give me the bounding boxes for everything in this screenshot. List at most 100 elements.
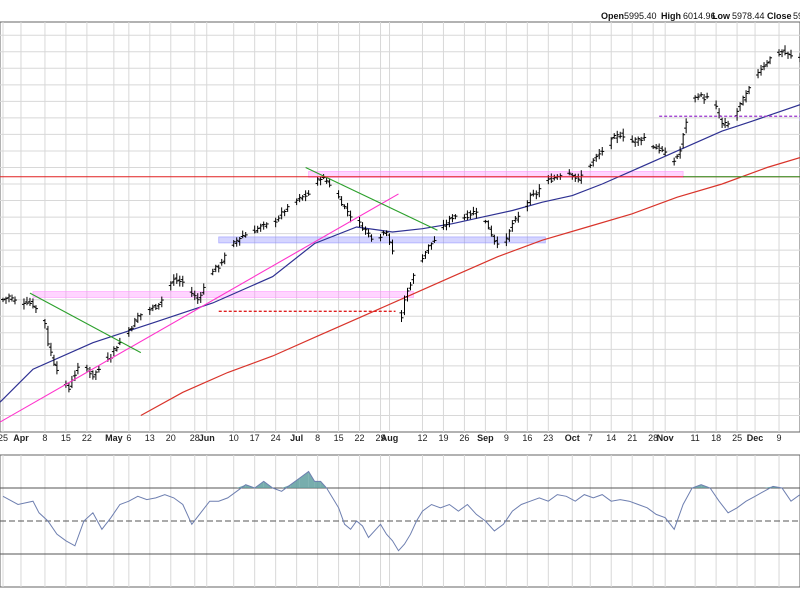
price-bar — [33, 305, 38, 314]
price-bar — [639, 136, 644, 146]
price-bar — [426, 244, 431, 254]
price-bar — [177, 275, 182, 287]
price-bar — [444, 219, 449, 231]
x-tick-label: 22 — [355, 433, 365, 443]
price-bar — [762, 62, 767, 71]
price-bar — [234, 237, 239, 247]
price-bar — [450, 214, 455, 223]
price-bar — [315, 176, 320, 186]
price-bar — [765, 60, 770, 68]
price-bar — [738, 102, 743, 112]
price-bar — [423, 250, 428, 259]
price-bar — [156, 303, 161, 310]
price-bar — [366, 229, 371, 238]
x-tick-label: Dec — [747, 433, 764, 443]
price-bar — [573, 173, 578, 182]
price-bar — [630, 135, 635, 143]
x-tick-label: 15 — [61, 433, 71, 443]
price-bar — [642, 133, 647, 141]
price-bar — [327, 178, 332, 188]
price-bar — [681, 132, 686, 149]
price-bar — [657, 143, 662, 154]
price-bar — [780, 49, 785, 58]
close-value: 59 — [793, 11, 800, 21]
price-bar — [537, 184, 542, 198]
price-bar — [138, 313, 143, 321]
price-bar — [297, 193, 302, 203]
price-bar — [216, 264, 221, 273]
price-bar — [489, 225, 494, 237]
rsi-series — [2, 470, 800, 552]
open-label: Open — [601, 11, 624, 21]
price-bar — [273, 217, 278, 228]
price-bar — [168, 281, 173, 291]
x-tick-label: Aug — [381, 433, 399, 443]
x-tick-label: 25 — [732, 433, 742, 443]
price-bar — [6, 293, 11, 303]
price-bar — [465, 210, 470, 221]
resistance-zone-1 — [308, 171, 684, 178]
price-bar — [24, 296, 29, 306]
moving-average-short-line — [0, 104, 800, 403]
moving-average-long-line — [140, 157, 800, 417]
price-bar — [381, 230, 386, 236]
x-tick-label: Oct — [565, 433, 580, 443]
price-bar — [0, 297, 5, 303]
price-bar — [615, 130, 620, 144]
price-panel-frame — [0, 21, 800, 433]
price-bar — [672, 157, 677, 166]
x-tick-label: 13 — [145, 433, 155, 443]
price-bars — [0, 45, 800, 393]
x-tick-label: 8 — [315, 433, 320, 443]
price-bar — [495, 236, 500, 249]
price-bar — [786, 51, 791, 59]
high-value: 6014.96 — [683, 11, 716, 21]
price-bar — [90, 370, 95, 380]
price-bar — [744, 90, 749, 103]
price-bar — [150, 304, 155, 312]
price-bar — [402, 295, 407, 316]
price-bar — [369, 234, 374, 242]
x-tick-label: Jul — [290, 433, 303, 443]
rsi-reference-lines — [0, 487, 800, 555]
price-bar — [210, 268, 215, 276]
price-bar — [741, 95, 746, 106]
price-bar — [723, 117, 728, 128]
price-bar — [30, 298, 35, 309]
price-panel — [0, 21, 800, 433]
price-bar — [378, 234, 383, 242]
price-bar — [597, 148, 602, 160]
x-tick-label: 24 — [271, 433, 281, 443]
x-tick-label: 26 — [459, 433, 469, 443]
price-bar — [84, 364, 89, 372]
price-bar — [48, 342, 53, 357]
price-bar — [504, 233, 509, 247]
price-bar — [345, 202, 350, 217]
price-bar — [549, 173, 554, 183]
price-bar — [759, 64, 764, 76]
x-tick-label: 20 — [166, 433, 176, 443]
support-zone-2 — [218, 236, 546, 244]
rsi-fill-segment — [290, 478, 300, 488]
x-tick-label: 16 — [522, 433, 532, 443]
price-bar — [699, 92, 704, 98]
price-bar — [594, 153, 599, 162]
price-bar — [294, 198, 299, 206]
price-bar — [21, 298, 26, 310]
price-bar — [219, 258, 224, 266]
price-bar — [3, 296, 8, 304]
price-bar — [411, 273, 416, 284]
price-bar — [66, 382, 71, 393]
price-bar — [678, 146, 683, 159]
price-bar — [243, 232, 248, 238]
price-bar — [129, 325, 134, 332]
x-tick-label: Apr — [13, 433, 29, 443]
x-tick-label: Nov — [657, 433, 674, 443]
price-bar — [492, 234, 497, 245]
price-bar — [513, 215, 518, 223]
trend-down-trendline-1 — [29, 292, 142, 354]
price-bar — [651, 144, 656, 149]
x-tick-label: 14 — [606, 433, 616, 443]
